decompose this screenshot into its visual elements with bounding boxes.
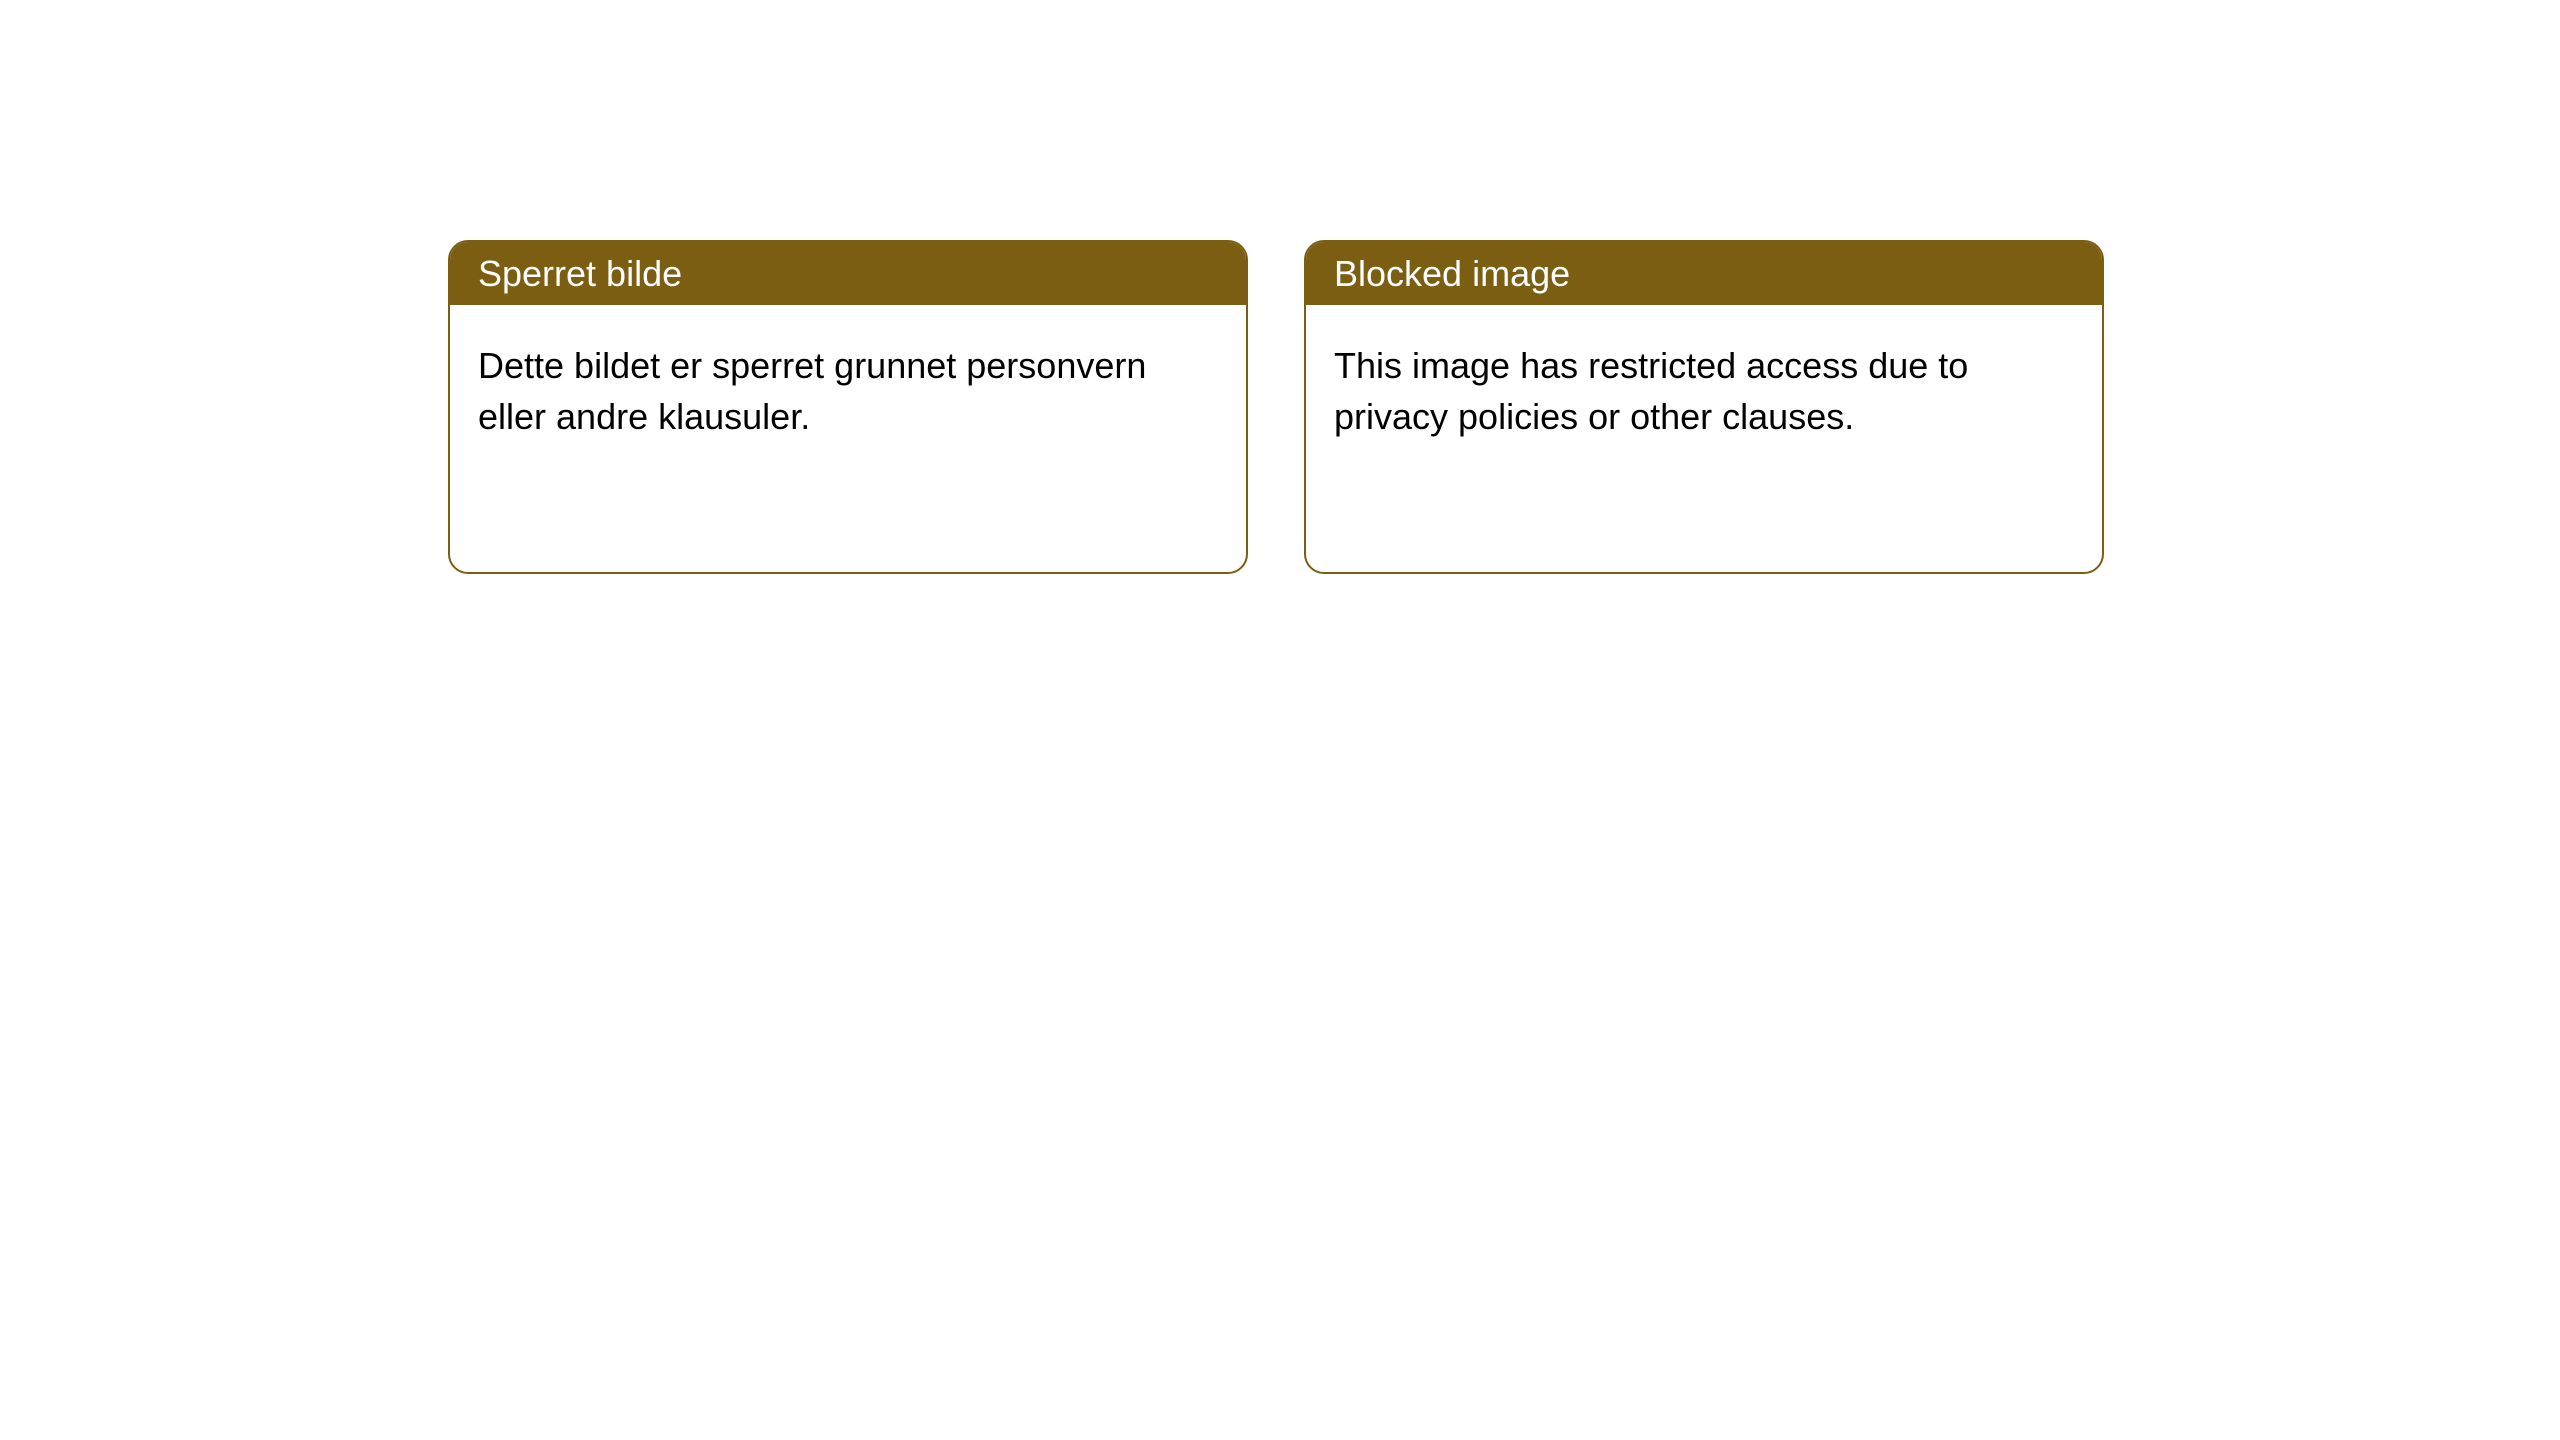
notice-box-english: Blocked image This image has restricted … — [1304, 240, 2104, 574]
notice-header-english: Blocked image — [1306, 242, 2102, 305]
notice-header-norwegian: Sperret bilde — [450, 242, 1246, 305]
notice-container: Sperret bilde Dette bildet er sperret gr… — [0, 0, 2560, 574]
notice-body-english: This image has restricted access due to … — [1306, 305, 2102, 478]
notice-box-norwegian: Sperret bilde Dette bildet er sperret gr… — [448, 240, 1248, 574]
notice-body-norwegian: Dette bildet er sperret grunnet personve… — [450, 305, 1246, 478]
